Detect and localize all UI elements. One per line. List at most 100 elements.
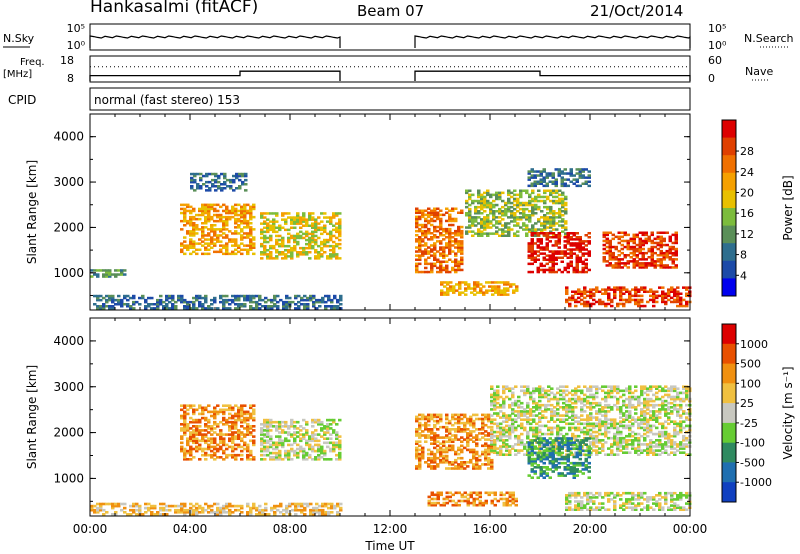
power-echo-cell [584,180,588,183]
velocity-echo-cell [275,427,279,430]
velocity-echo-cell [132,502,136,506]
power-echo-cell [513,199,517,203]
power-echo-cell [501,230,505,233]
power-echo-cell [284,257,288,260]
velocity-echo-cell [496,451,500,454]
power-echo-cell [539,242,543,245]
velocity-echo-cell [589,403,593,407]
power-echo-cell [418,227,422,231]
velocity-echo-cell [240,504,244,508]
velocity-echo-cell [183,423,187,426]
power-echo-cell [229,178,233,182]
velocity-echo-cell [511,401,515,405]
power-echo-cell [338,224,342,227]
power-echo-cell [445,268,449,272]
power-echo-cell [222,294,226,298]
power-echo-cell [632,254,636,257]
power-echo-cell [644,237,648,241]
velocity-echo-cell [150,504,154,508]
velocity-echo-cell [541,410,545,413]
velocity-echo-cell [213,458,217,461]
velocity-echo-cell [237,414,241,418]
power-echo-cell [460,260,464,263]
velocity-echo-cell [421,417,425,421]
velocity-echo-cell [195,431,199,434]
velocity-echo-cell [535,432,539,436]
velocity-echo-cell [523,389,527,393]
power-echo-cell [213,242,217,245]
power-echo-cell [608,258,612,261]
velocity-echo-cell [469,493,473,497]
power-echo-cell [569,242,573,245]
power-echo-cell [439,246,443,249]
velocity-echo-cell [499,491,503,495]
power-echo-cell [204,296,208,300]
power-echo-cell [608,251,612,255]
power-echo-cell [503,281,507,284]
velocity-echo-cell [237,412,241,416]
velocity-echo-cell [308,437,312,440]
power-echo-cell [237,232,241,235]
velocity-echo-cell [472,430,476,433]
velocity-echo-cell [240,404,244,407]
velocity-echo-cell [421,430,425,433]
power-echo-cell [682,298,686,302]
velocity-echo-cell [580,418,584,421]
power-echo-cell [592,288,596,291]
power-echo-cell [269,257,273,260]
power-echo-cell [503,291,507,294]
power-echo-cell [332,212,336,215]
power-echo-cell [656,264,660,267]
power-echo-cell [458,283,462,286]
velocity-echo-cell [278,456,282,459]
power-echo-cell [430,238,434,241]
power-echo-cell [528,220,532,223]
power-echo-cell [631,288,635,291]
velocity-echo-cell [568,426,572,430]
velocity-echo-cell [213,502,217,506]
velocity-echo-cell [237,408,241,412]
velocity-echo-cell [532,426,536,430]
velocity-echo-cell [317,449,321,453]
velocity-echo-cell [550,410,554,413]
velocity-echo-cell [571,416,575,419]
velocity-echo-cell [326,425,330,428]
velocity-echo-cell [207,453,211,457]
velocity-echo-cell [210,410,214,414]
velocity-echo-cell [475,436,479,439]
power-echo-cell [623,256,627,259]
power-echo-cell [165,303,169,306]
power-echo-cell [580,292,584,295]
power-echo-cell [608,264,612,267]
velocity-echo-cell [448,421,452,425]
velocity-echo-cell [505,385,509,388]
velocity-echo-cell [225,423,229,426]
velocity-echo-cell [231,511,235,514]
power-echo-cell [545,254,549,257]
velocity-echo-cell [299,433,303,436]
power-echo-cell [513,203,517,207]
velocity-echo-cell [466,497,470,501]
velocity-echo-cell [559,385,563,388]
power-echo-cell [285,300,289,304]
power-echo-cell [670,286,674,289]
power-echo-cell [457,244,461,247]
power-echo-cell [513,214,517,217]
power-echo-cell [433,229,437,233]
power-echo-cell [332,214,336,217]
velocity-echo-cell [457,428,461,431]
power-echo-cell [162,305,166,308]
power-echo-cell [207,248,211,251]
velocity-echo-cell [269,443,273,447]
velocity-echo-cell [508,389,512,393]
power-echo-cell [204,209,208,213]
power-echo-cell [513,220,517,223]
power-echo-cell [632,262,636,265]
power-echo-cell [427,211,431,214]
velocity-echo-cell [472,499,476,503]
velocity-echo-cell [535,389,539,393]
velocity-echo-cell [138,511,142,514]
velocity-echo-cell [562,397,566,401]
power-echo-cell [519,212,523,215]
power-echo-cell [480,207,484,211]
